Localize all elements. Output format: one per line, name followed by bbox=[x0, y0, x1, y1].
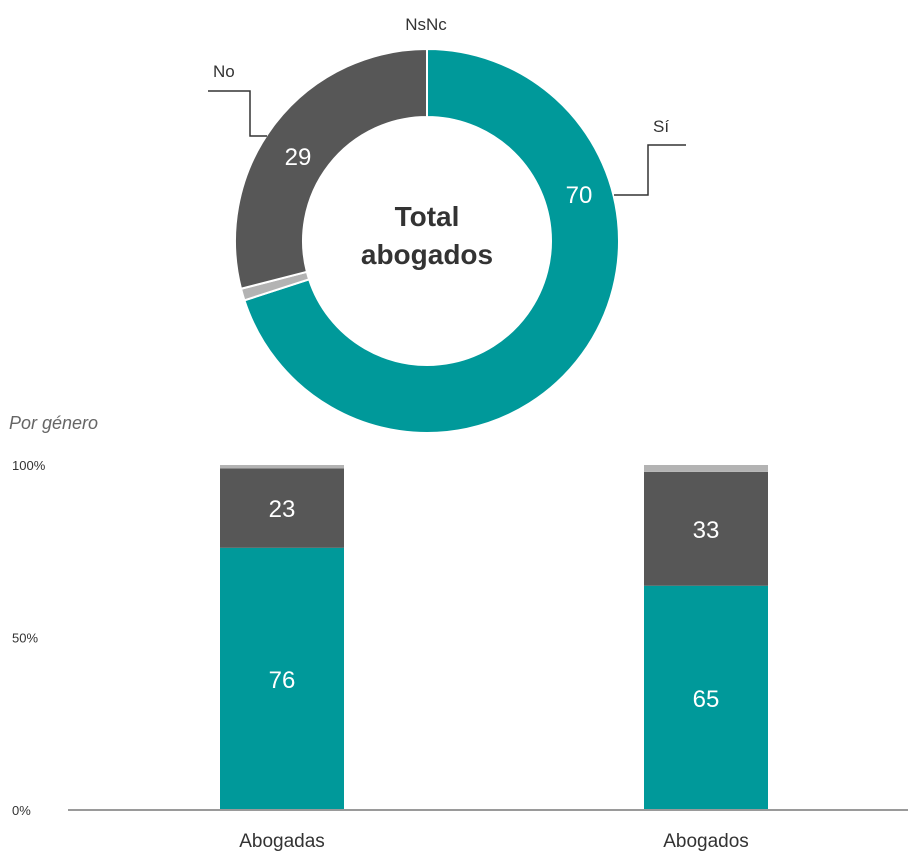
callout-line-si bbox=[614, 144, 686, 196]
donut-chart: 70 29 bbox=[234, 47, 620, 434]
bar-value-label-abogadas-si: 76 bbox=[269, 667, 296, 694]
y-tick-label-100: 100% bbox=[12, 458, 46, 473]
bar-value-label-abogados-no: 33 bbox=[693, 517, 720, 544]
donut-callouts: Sí No NsNc bbox=[208, 15, 686, 196]
callout-label-nsnc: NsNc bbox=[405, 15, 447, 34]
bar-segment-abogados-nsnc bbox=[644, 465, 768, 472]
x-axis: Abogadas Abogados bbox=[239, 831, 749, 852]
bar-value-label-abogados-si: 65 bbox=[693, 686, 720, 713]
callout-label-no: No bbox=[213, 62, 235, 81]
bar-segment-abogados-no bbox=[644, 471, 768, 586]
bar-chart-subtitle: Por género bbox=[9, 413, 98, 433]
bar-segment-abogadas-nsnc bbox=[220, 465, 344, 469]
donut-value-label-si: 70 bbox=[566, 182, 593, 209]
bar-chart: 76 23 65 33 bbox=[220, 465, 768, 810]
x-tick-label-abogados: Abogados bbox=[663, 831, 749, 852]
callout-label-si: Sí bbox=[653, 117, 669, 136]
y-axis: 0% 50% 100% bbox=[12, 458, 46, 818]
donut-center-label-line2: abogados bbox=[361, 239, 493, 270]
bar-value-label-abogadas-no: 23 bbox=[269, 496, 296, 523]
donut-slice-si bbox=[243, 47, 620, 434]
y-tick-label-0: 0% bbox=[12, 803, 31, 818]
donut-center-label-line1: Total bbox=[395, 201, 460, 232]
y-tick-label-50: 50% bbox=[12, 631, 38, 646]
bar-segment-abogadas-si bbox=[220, 547, 344, 810]
donut-slice-no bbox=[234, 47, 428, 290]
x-tick-label-abogadas: Abogadas bbox=[239, 831, 325, 852]
donut-value-label-no: 29 bbox=[285, 144, 312, 171]
bar-segment-abogadas-no bbox=[220, 468, 344, 548]
bar-segment-abogados-si bbox=[644, 585, 768, 810]
callout-line-no bbox=[208, 90, 267, 137]
